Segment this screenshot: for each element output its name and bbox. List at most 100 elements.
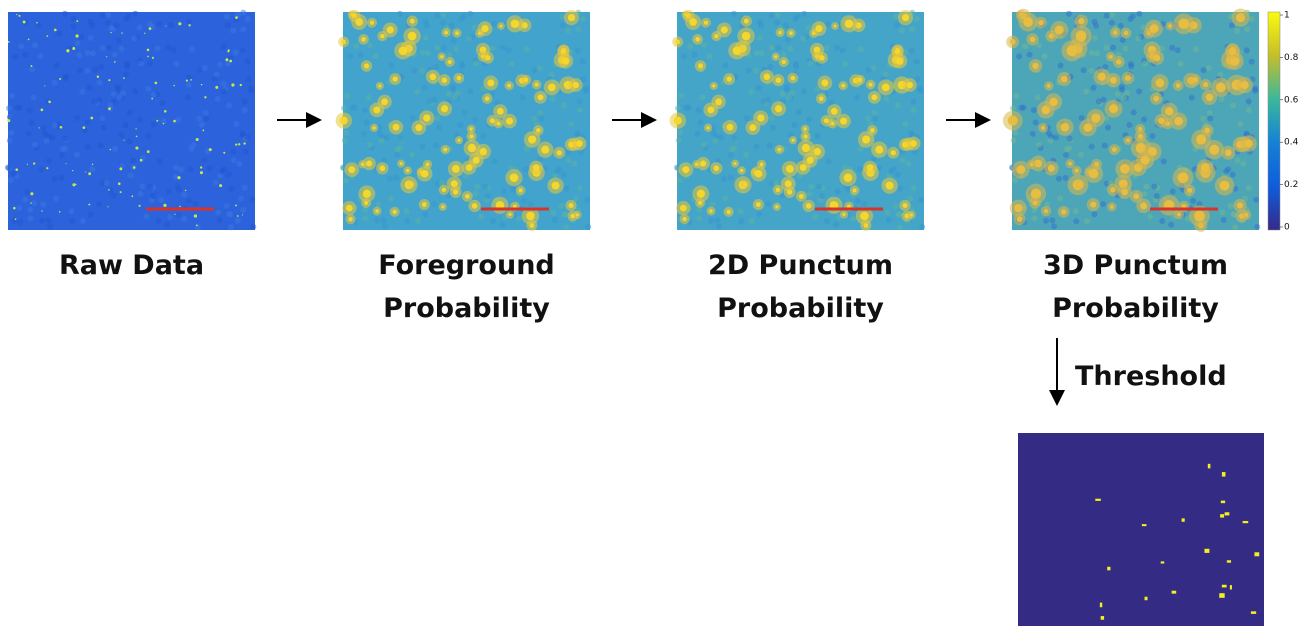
noise bbox=[1094, 50, 1100, 56]
spot bbox=[1041, 126, 1045, 130]
spot bbox=[841, 84, 845, 88]
noise bbox=[62, 145, 68, 151]
spot bbox=[740, 169, 743, 172]
noise bbox=[45, 217, 51, 223]
spot bbox=[1153, 96, 1159, 102]
noise bbox=[461, 13, 467, 19]
spot bbox=[186, 79, 188, 81]
noise bbox=[696, 107, 702, 113]
noise bbox=[78, 34, 84, 40]
noise bbox=[404, 218, 410, 224]
spot bbox=[457, 76, 462, 81]
noise bbox=[757, 35, 763, 41]
spot bbox=[235, 205, 237, 207]
noise bbox=[531, 116, 537, 122]
spot bbox=[707, 126, 710, 129]
noise bbox=[358, 52, 364, 58]
noise bbox=[1232, 224, 1238, 230]
spot bbox=[791, 139, 794, 142]
noise bbox=[1022, 43, 1028, 49]
noise bbox=[909, 26, 915, 32]
noise bbox=[814, 133, 820, 139]
noise bbox=[1189, 95, 1195, 101]
noise bbox=[871, 65, 877, 71]
noise bbox=[698, 119, 704, 125]
spot bbox=[177, 176, 180, 179]
spot bbox=[341, 40, 346, 45]
noise bbox=[382, 223, 388, 229]
noise bbox=[1100, 201, 1106, 207]
noise bbox=[156, 21, 162, 27]
noise bbox=[767, 64, 773, 70]
noise bbox=[207, 165, 213, 171]
spot bbox=[237, 215, 239, 217]
spot bbox=[1203, 82, 1208, 87]
panel-label: Probability bbox=[383, 293, 550, 324]
noise bbox=[446, 91, 452, 97]
spot bbox=[867, 164, 873, 170]
noise bbox=[224, 203, 230, 209]
spot bbox=[340, 117, 348, 125]
noise bbox=[855, 198, 861, 204]
noise bbox=[1141, 117, 1147, 123]
noise bbox=[538, 115, 544, 121]
noise bbox=[571, 161, 577, 167]
noise bbox=[1115, 91, 1121, 97]
spot bbox=[110, 32, 111, 33]
spot bbox=[174, 214, 175, 215]
spot bbox=[886, 182, 894, 190]
noise bbox=[117, 94, 123, 100]
spot bbox=[392, 76, 397, 81]
noise bbox=[721, 176, 727, 182]
noise bbox=[1169, 45, 1175, 51]
noise bbox=[1031, 107, 1037, 113]
noise bbox=[42, 130, 48, 136]
noise bbox=[501, 188, 507, 194]
spot bbox=[727, 210, 731, 214]
noise bbox=[1201, 67, 1207, 73]
spot bbox=[774, 55, 777, 58]
noise bbox=[217, 62, 223, 68]
noise bbox=[884, 210, 890, 216]
spot bbox=[1076, 31, 1087, 42]
spot bbox=[15, 218, 17, 220]
noise bbox=[49, 134, 55, 140]
noise bbox=[367, 42, 373, 48]
spot bbox=[1047, 84, 1051, 88]
spot bbox=[1023, 17, 1033, 27]
noise bbox=[221, 88, 227, 94]
spot bbox=[806, 203, 812, 209]
noise bbox=[236, 161, 242, 167]
spot bbox=[399, 46, 408, 55]
spot bbox=[568, 14, 575, 21]
spot bbox=[163, 123, 165, 125]
noise bbox=[190, 142, 196, 148]
noise bbox=[450, 84, 456, 90]
spot bbox=[1201, 163, 1209, 171]
noise bbox=[738, 208, 744, 214]
noise bbox=[173, 165, 179, 171]
noise bbox=[561, 103, 567, 109]
spot bbox=[54, 29, 57, 32]
noise bbox=[46, 158, 52, 164]
spot bbox=[453, 189, 458, 194]
noise bbox=[467, 89, 473, 95]
noise bbox=[114, 23, 120, 29]
noise bbox=[341, 105, 347, 111]
noise bbox=[713, 138, 719, 144]
noise bbox=[918, 197, 924, 203]
spot bbox=[90, 117, 93, 120]
noise bbox=[27, 107, 33, 113]
noise bbox=[230, 28, 236, 34]
noise bbox=[1093, 23, 1099, 29]
noise bbox=[1206, 65, 1212, 71]
noise bbox=[1130, 13, 1136, 19]
noise bbox=[105, 20, 111, 26]
spot bbox=[106, 56, 107, 57]
noise bbox=[1244, 47, 1250, 53]
noise bbox=[800, 35, 806, 41]
noise bbox=[785, 37, 791, 43]
spot bbox=[1078, 182, 1082, 186]
noise bbox=[583, 88, 589, 94]
noise bbox=[850, 216, 856, 222]
